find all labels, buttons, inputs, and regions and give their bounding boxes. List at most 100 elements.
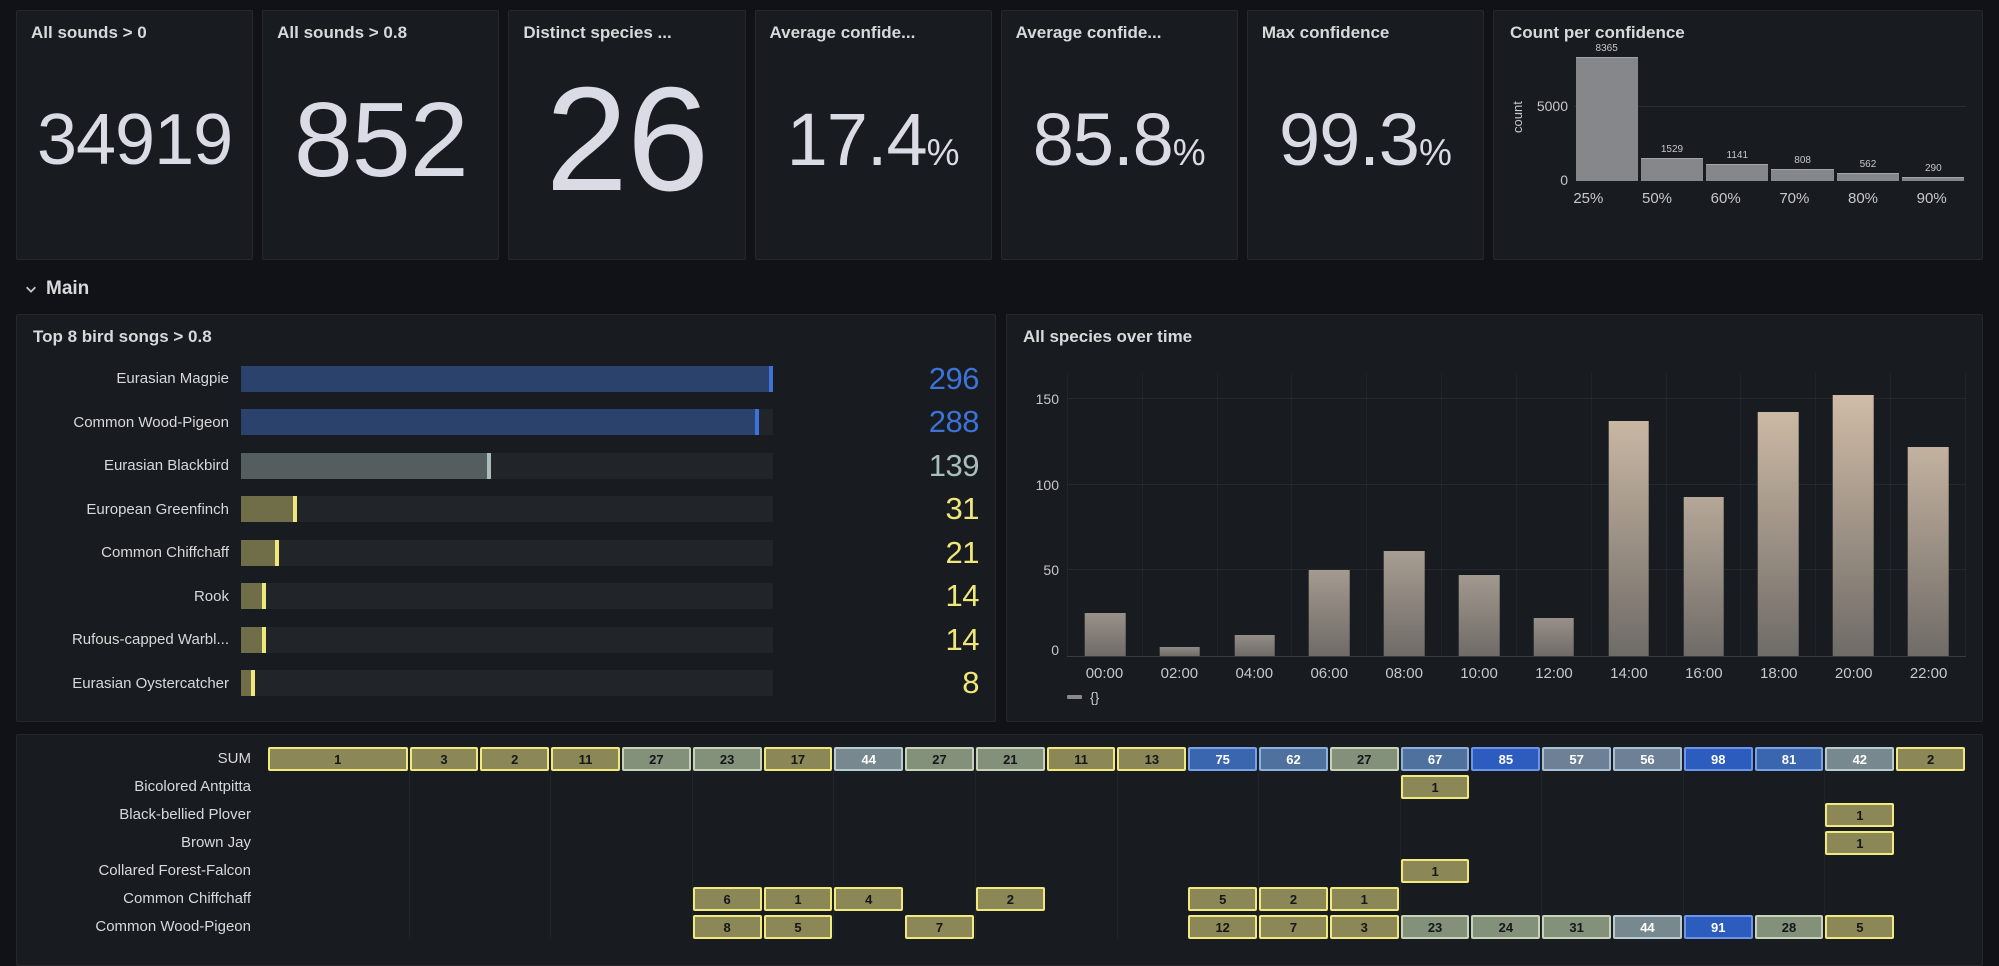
timeline-cell: 17	[763, 747, 833, 771]
timeseries-bar-slot	[1740, 373, 1815, 656]
panel-title[interactable]: Average confide...	[1015, 23, 1162, 42]
timeseries-bar	[1907, 446, 1949, 656]
panel-count-per-confidence: Count per confidence count 5000 0 8365 1529…	[1493, 10, 1983, 260]
timeseries-bar	[1533, 618, 1575, 656]
timeline-cell: 1	[1329, 887, 1399, 911]
timeseries-x-tick: 18:00	[1759, 665, 1798, 682]
panel-species-timeline: SUM 1 3 2 11 27 23 17 44 27 21 11 13 75 62 27 67 85 57 56 98…	[16, 734, 1983, 966]
panel-title[interactable]: Distinct species ...	[523, 23, 672, 42]
legend-swatch-icon	[1067, 695, 1082, 699]
timeseries-bar	[1084, 613, 1126, 656]
timeseries-x-tick: 22:00	[1909, 665, 1948, 682]
timeline-cell: 5	[1188, 887, 1258, 911]
histogram-bar: 1529	[1640, 144, 1704, 181]
bargauge-value: 14	[945, 578, 980, 614]
timeline-gridline	[974, 747, 976, 939]
bargauge-row: Common Chiffchaff 21	[33, 535, 979, 571]
timeline-gridline	[1258, 747, 1260, 939]
panel-title[interactable]: All species over time	[1023, 327, 1193, 346]
bargauge-track	[241, 365, 773, 392]
bargauge-bar	[241, 365, 773, 392]
timeline-cell: 1	[763, 887, 833, 911]
timeline-cell: 27	[621, 747, 691, 771]
timeseries-bar-slot	[1590, 373, 1666, 656]
bargauge-row: Rufous-capped Warbl... 14	[33, 622, 980, 658]
bargauge-row: Common Wood-Pigeon 288	[33, 404, 979, 440]
chevron-down-icon	[24, 282, 38, 296]
timeline-cell: 56	[1613, 747, 1682, 771]
stat-panel-1: All sounds > 0.8 852	[262, 10, 500, 260]
timeseries-bar-slot	[1366, 373, 1441, 656]
timeseries-bar	[1683, 496, 1724, 656]
row-header-main[interactable]: Main	[16, 274, 1983, 304]
bargauge-bar	[241, 496, 297, 523]
timeseries-bar	[1309, 570, 1350, 656]
timeseries-bar	[1832, 395, 1874, 656]
bargauge-track	[241, 452, 773, 479]
timeseries-y-tick: 100	[1035, 476, 1059, 493]
histogram-x-tick: 25%	[1573, 190, 1604, 207]
timeseries-y-tick: 150	[1035, 390, 1059, 407]
timeline-cell: 1	[1400, 775, 1470, 799]
bargauge-value: 8	[962, 665, 979, 701]
timeline-cell: 23	[1400, 915, 1470, 939]
timeseries-x-tick: 12:00	[1535, 665, 1573, 682]
panel-all-species-over-time: All species over time 150 100 50 0 00:00 02:…	[1006, 314, 1983, 722]
timeline-cell: 2	[975, 887, 1045, 911]
timeseries-bar	[1234, 635, 1275, 656]
timeseries-x-axis: 00:00 02:00 04:00 06:00 08:00 10:00 12:00 14:00…	[1067, 657, 1966, 685]
timeseries-plot: 150 100 50 0	[1036, 373, 1966, 658]
timeline-cell: 67	[1400, 747, 1470, 771]
stat-value: 17.4%	[786, 98, 960, 181]
bargauge-row-label: Eurasian Magpie	[116, 370, 229, 388]
timeline-cell: 28	[1754, 915, 1824, 939]
row-header-label: Main	[46, 278, 90, 299]
bargauge-row-label: Common Chiffchaff	[101, 544, 229, 562]
bargauge-row-label: Rufous-capped Warbl...	[71, 631, 229, 649]
panel-title[interactable]: All sounds > 0.8	[277, 23, 408, 42]
timeline-cell: 98	[1683, 747, 1753, 771]
timeseries-bar-slot	[1441, 373, 1516, 656]
timeseries-y-tick: 0	[1051, 642, 1059, 658]
timeseries-x-tick: 00:00	[1085, 665, 1124, 682]
timeline-cell: 23	[692, 747, 762, 771]
timeseries-bar-slot	[1815, 373, 1890, 656]
timeseries-bar-slot	[1890, 373, 1966, 656]
timeseries-x-tick: 10:00	[1460, 665, 1498, 682]
panel-title[interactable]: Count per confidence	[1510, 23, 1685, 42]
timeline-row-label: Collared Forest-Falcon	[98, 862, 251, 879]
legend-item[interactable]: {}	[1067, 685, 1966, 709]
timeline-cell: 85	[1471, 747, 1541, 771]
histogram-bar-value: 1141	[1726, 150, 1749, 162]
histogram-x-tick: 50%	[1641, 190, 1673, 207]
timeseries-gridline	[1067, 569, 1966, 571]
panel-title[interactable]: Top 8 bird songs > 0.8	[33, 327, 212, 346]
timeline-cell: 3	[1329, 915, 1399, 939]
histogram-y-tick: 0	[1560, 172, 1568, 188]
panel-title[interactable]: Average confide...	[769, 23, 916, 42]
timeline-cell: 44	[1613, 915, 1682, 939]
timeline-row-label: Common Chiffchaff	[123, 890, 251, 907]
stat-panel-3: Average confide... 17.4%	[754, 10, 992, 260]
timeline-gridline	[550, 747, 552, 939]
panel-title[interactable]: All sounds > 0	[31, 23, 147, 42]
timeline-cell: 42	[1825, 747, 1895, 771]
timeseries-bar	[1383, 551, 1425, 656]
bargauge-value: 296	[928, 360, 980, 396]
histogram-body: count 5000 0 8365 1529 1141 808 562 290	[1510, 43, 1966, 188]
stat-panel-5: Max confidence 99.3%	[1246, 10, 1484, 260]
timeline-row-label: Common Wood-Pigeon	[95, 918, 251, 935]
timeseries-x-tick: 04:00	[1235, 665, 1274, 682]
timeline-cell: 7	[1259, 915, 1328, 939]
histogram-bar-value: 562	[1859, 158, 1877, 170]
bargauge-row: Rook 14	[33, 578, 980, 614]
timeline-cell: 8	[692, 915, 762, 939]
timeline-row-label: Bicolored Antpitta	[134, 778, 251, 795]
bargauge-bar	[241, 583, 267, 610]
timeline-cell: 1	[1825, 803, 1895, 827]
panel-title[interactable]: Max confidence	[1261, 23, 1390, 42]
timeline-cell: 7	[905, 915, 974, 939]
bargauge-value: 21	[945, 534, 980, 570]
bargauge-rows: Eurasian Magpie 296 Common Wood-Pigeon 288 E…	[33, 353, 980, 709]
bargauge-track	[241, 670, 773, 697]
